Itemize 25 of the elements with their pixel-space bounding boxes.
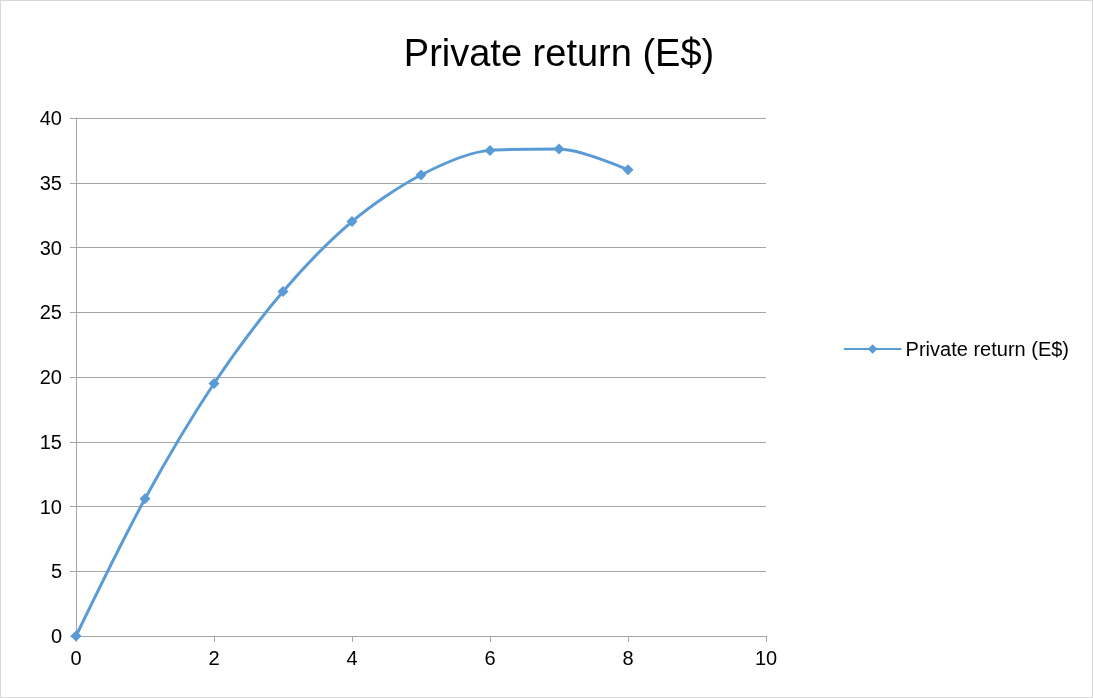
y-tick-label: 30 — [39, 236, 62, 259]
x-tick-label: 8 — [622, 647, 634, 669]
y-tick-label: 10 — [39, 495, 62, 518]
point — [346, 216, 358, 228]
y-tick-label: 0 — [50, 625, 62, 647]
y-tick-label: 20 — [39, 366, 62, 388]
point — [553, 143, 565, 155]
point — [484, 144, 496, 156]
chart-title: Private return (E$) — [403, 32, 715, 74]
y-tick-label: 35 — [39, 171, 62, 194]
x-tick-label: 4 — [346, 647, 358, 669]
x-tick-label: 10 — [754, 647, 778, 669]
point — [208, 377, 220, 389]
y-tick-label: 15 — [39, 430, 62, 453]
x-tick-label: 6 — [484, 647, 496, 669]
point — [415, 169, 427, 181]
y-tick-label: 40 — [39, 107, 62, 129]
point — [139, 493, 151, 505]
legend-label: Private return (E$) — [905, 338, 1069, 360]
y-tick-label: 5 — [50, 560, 62, 583]
x-tick-label: 0 — [70, 647, 82, 669]
y-tick-label: 25 — [39, 301, 62, 324]
point — [622, 164, 634, 176]
x-tick-label: 2 — [208, 647, 220, 669]
point — [277, 286, 289, 298]
